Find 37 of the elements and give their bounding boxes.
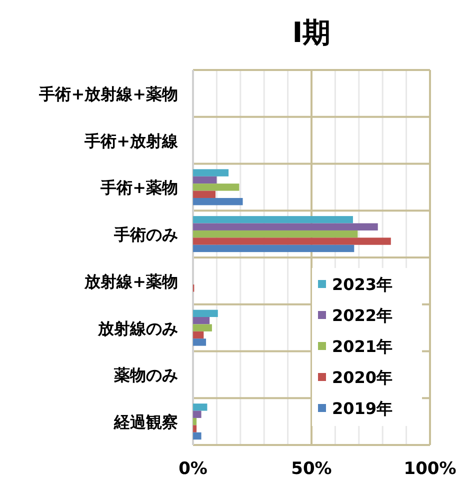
bar [193,317,210,324]
bar [193,418,197,426]
bar [193,216,353,224]
bar [193,404,208,411]
bar [193,176,217,184]
bar [193,338,206,346]
x-tick-label: 50% [291,459,332,479]
bar [193,425,197,432]
bar [193,244,354,252]
y-tick-label: 放射線+薬物 [84,272,178,291]
chart-title: Ⅰ期 [292,16,331,49]
y-tick-label: 手術+放射線 [84,131,179,150]
y-tick-label: 手術+薬物 [100,178,178,198]
bar [193,184,240,191]
bar [193,223,378,230]
bar [193,310,218,318]
legend-label: 2021年 [332,337,393,356]
bar [193,324,212,332]
legend-label: 2019年 [332,399,393,418]
bar [193,198,243,206]
bar [193,432,202,440]
legend-label: 2020年 [332,368,393,387]
y-tick-label: 放射線のみ [97,318,178,338]
bar [193,331,204,339]
y-tick-label: 経過観察 [113,412,178,432]
x-tick-label: 100% [404,459,456,479]
y-tick-label: 薬物のみ [113,366,178,385]
y-tick-label: 手術のみ [113,225,178,244]
bar [193,169,229,176]
bar [193,238,391,245]
legend-label: 2023年 [332,275,393,294]
bar [193,190,216,198]
legend-label: 2022年 [332,306,393,325]
bar [193,410,202,418]
x-tick-label: 0% [178,459,208,479]
y-tick-label: 手術+放射線+薬物 [38,84,178,104]
bar [193,230,358,238]
